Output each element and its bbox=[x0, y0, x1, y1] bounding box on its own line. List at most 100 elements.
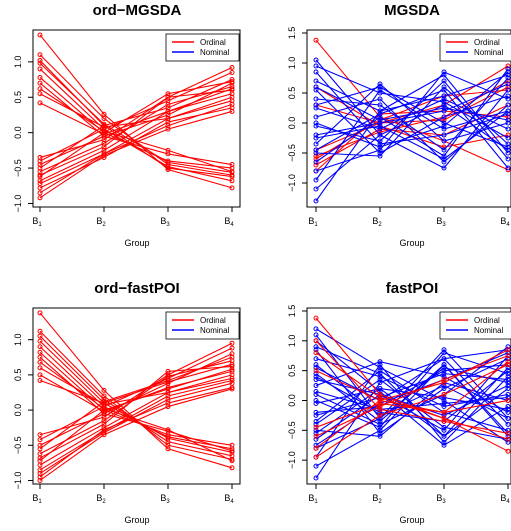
x-tick-label: B3 bbox=[436, 493, 446, 505]
data-point bbox=[377, 368, 383, 374]
data-point bbox=[505, 368, 511, 374]
panel-mgsda: MGSDA Group −1.0 −0.5 0.0 0.5 1.0 1.5 B1 B2 B3 B4… bbox=[287, 2, 511, 248]
data-point bbox=[229, 69, 235, 75]
data-point bbox=[505, 144, 511, 150]
data-point bbox=[313, 368, 319, 374]
data-point bbox=[313, 105, 319, 111]
data-point bbox=[441, 424, 447, 430]
data-point bbox=[165, 373, 171, 379]
data-point bbox=[229, 366, 235, 372]
data-point bbox=[37, 432, 43, 438]
data-point bbox=[313, 153, 319, 159]
data-point bbox=[505, 362, 511, 368]
data-point bbox=[313, 475, 319, 481]
y-tick-label: 0.0 bbox=[287, 394, 297, 407]
series-line bbox=[315, 340, 509, 434]
x-tick-label: B2 bbox=[372, 216, 382, 228]
data-point bbox=[37, 365, 43, 371]
data-point bbox=[101, 152, 107, 158]
series-line bbox=[39, 71, 233, 162]
data-point bbox=[505, 347, 511, 353]
data-point bbox=[313, 96, 319, 102]
legend-entry-label: Nominal bbox=[200, 326, 230, 335]
series-line bbox=[39, 379, 233, 471]
data-point bbox=[377, 362, 383, 368]
data-point bbox=[441, 371, 447, 377]
data-point bbox=[505, 374, 511, 380]
data-point bbox=[37, 462, 43, 468]
y-tick-label: 0.5 bbox=[287, 364, 297, 377]
x-tick-label: B2 bbox=[96, 216, 106, 228]
data-point bbox=[441, 165, 447, 171]
data-point bbox=[441, 392, 447, 398]
data-point bbox=[505, 421, 511, 427]
data-point bbox=[441, 386, 447, 392]
series-line bbox=[39, 346, 233, 450]
data-point bbox=[377, 394, 383, 400]
y-tick-label: −1.0 bbox=[287, 451, 297, 469]
data-point bbox=[377, 418, 383, 424]
data-point bbox=[377, 90, 383, 96]
data-point bbox=[101, 130, 107, 136]
data-point bbox=[165, 147, 171, 153]
data-point bbox=[313, 123, 319, 129]
data-point bbox=[313, 326, 319, 332]
series-line bbox=[315, 83, 509, 145]
data-point bbox=[313, 362, 319, 368]
data-point bbox=[313, 409, 319, 415]
data-point bbox=[505, 81, 511, 87]
data-point bbox=[377, 153, 383, 159]
panel-title: MGSDA bbox=[384, 2, 440, 19]
series-line bbox=[315, 340, 509, 446]
data-point bbox=[441, 78, 447, 84]
data-point bbox=[441, 123, 447, 129]
legend-box bbox=[439, 311, 511, 340]
data-point bbox=[229, 65, 235, 71]
data-point bbox=[441, 383, 447, 389]
data-point bbox=[37, 66, 43, 72]
data-point bbox=[377, 108, 383, 114]
series-line bbox=[39, 388, 233, 481]
series-line bbox=[315, 378, 509, 440]
data-point bbox=[37, 91, 43, 97]
data-point bbox=[101, 427, 107, 433]
series-line bbox=[39, 88, 233, 135]
data-point bbox=[441, 356, 447, 362]
data-point bbox=[441, 418, 447, 424]
data-point bbox=[313, 400, 319, 406]
data-point bbox=[165, 427, 171, 433]
panel-ord-mgsda: ord−MGSDA Group −1.0 −0.5 0.0 0.5 1.0 B1 B2 B3 B… bbox=[13, 2, 241, 248]
data-point bbox=[377, 126, 383, 132]
series-line bbox=[315, 364, 509, 458]
x-axis-label: Group bbox=[124, 515, 149, 525]
data-point bbox=[441, 108, 447, 114]
data-point bbox=[165, 404, 171, 410]
data-point bbox=[37, 446, 43, 452]
data-point bbox=[37, 378, 43, 384]
data-point bbox=[441, 105, 447, 111]
data-point bbox=[505, 114, 511, 120]
axes: −1.0 −0.5 0.0 0.5 1.0 B1 B2 B3 B4 bbox=[13, 307, 241, 505]
data-point bbox=[37, 455, 43, 461]
data-point bbox=[505, 69, 511, 75]
data-point bbox=[441, 409, 447, 415]
series-line bbox=[39, 356, 233, 450]
data-point bbox=[313, 150, 319, 156]
y-tick-label: 1.0 bbox=[287, 335, 297, 348]
series-line bbox=[315, 71, 509, 148]
data-point bbox=[313, 114, 319, 120]
data-point bbox=[441, 99, 447, 105]
legend-box bbox=[165, 311, 240, 340]
data-point bbox=[505, 356, 511, 362]
legend-entry-label: Nominal bbox=[200, 48, 230, 57]
series-group bbox=[37, 310, 235, 483]
data-point bbox=[165, 91, 171, 97]
data-point bbox=[505, 111, 511, 117]
series-line bbox=[39, 77, 233, 169]
series-line bbox=[39, 342, 233, 436]
data-point bbox=[377, 123, 383, 129]
series-line bbox=[39, 360, 233, 455]
panel-title: ord−MGSDA bbox=[93, 2, 182, 19]
